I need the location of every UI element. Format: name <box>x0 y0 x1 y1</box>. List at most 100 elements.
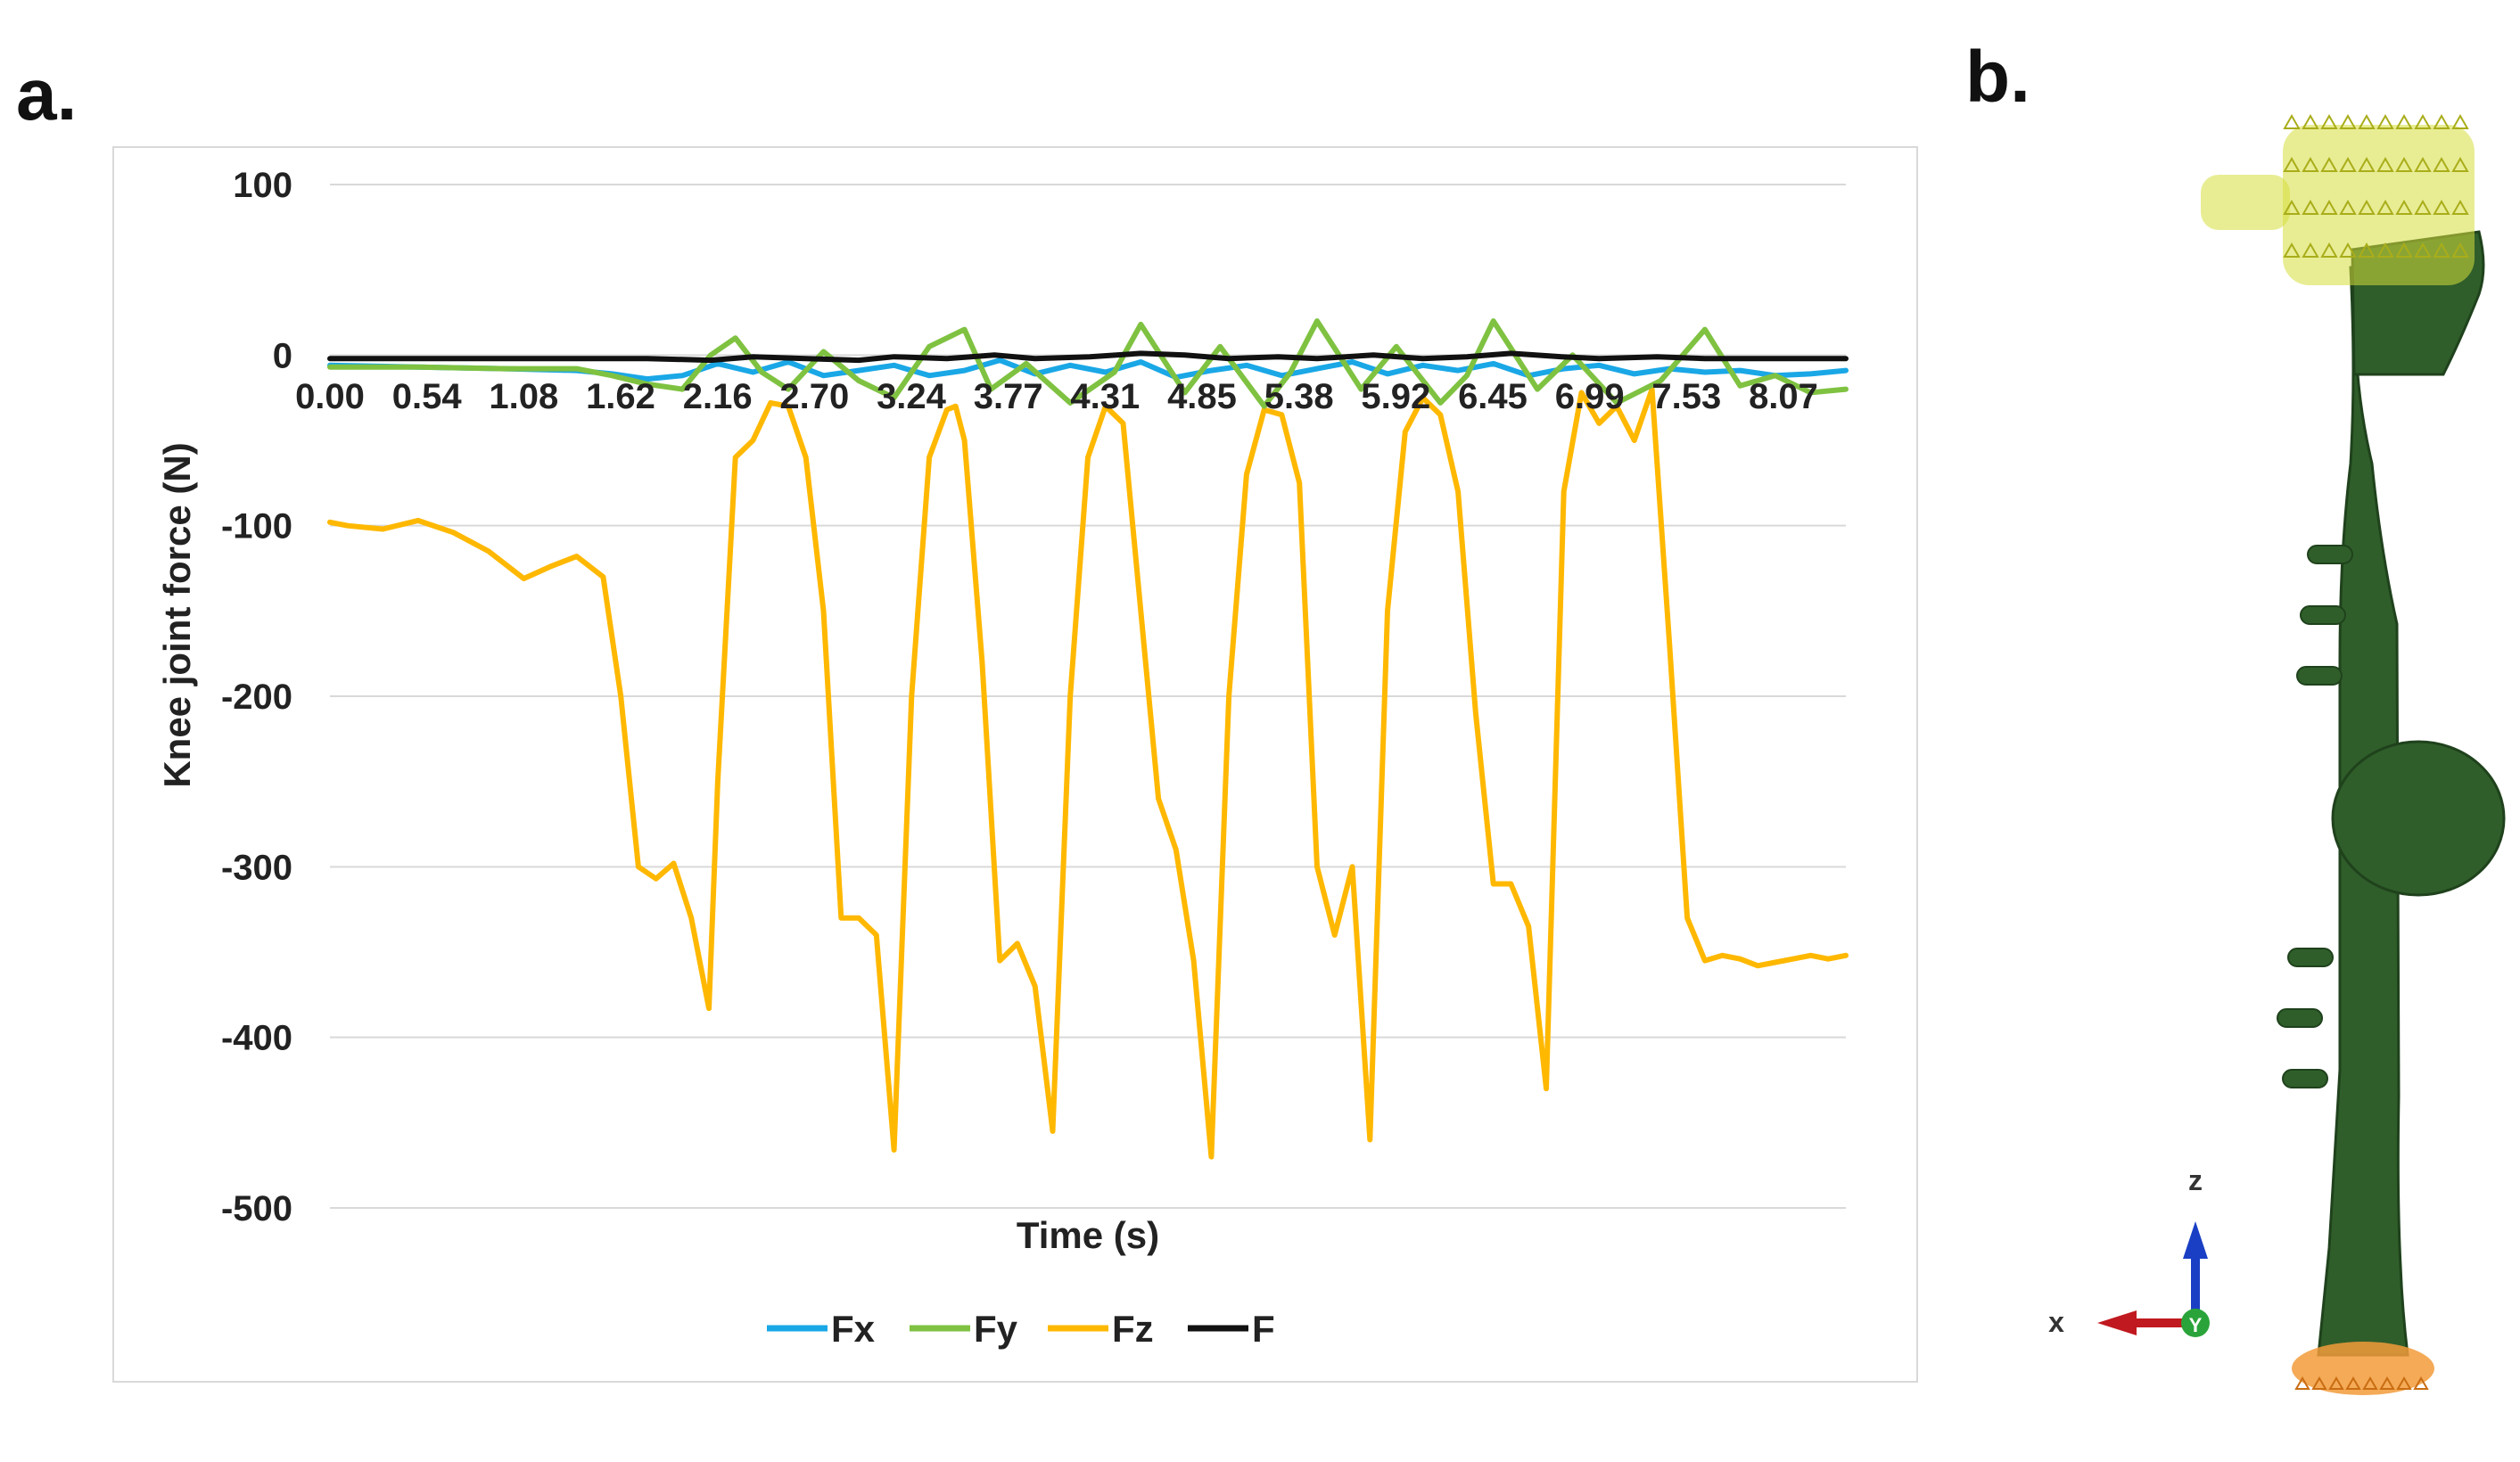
z-arrowhead <box>2183 1221 2208 1259</box>
panel-b-label: b. <box>1965 37 2030 118</box>
load-arrow <box>2414 242 2432 258</box>
screw-peg <box>2282 1069 2328 1088</box>
bottom-constraint-arrows <box>2292 1342 2434 1395</box>
constraint-arrow <box>2396 1376 2412 1390</box>
load-arrow <box>2451 199 2469 215</box>
y-tick-label: -400 <box>221 1019 292 1058</box>
load-arrow <box>2302 199 2319 215</box>
legend-label-f: F <box>1252 1308 1275 1350</box>
y-tick-label: -500 <box>221 1189 292 1228</box>
load-arrow <box>2451 113 2469 129</box>
panel-a-label: a. <box>16 54 78 136</box>
load-arrow <box>2395 242 2413 258</box>
load-arrow <box>2302 156 2319 172</box>
x-tick-label: 4.31 <box>1070 377 1140 416</box>
load-arrow <box>2358 113 2376 129</box>
load-arrow <box>2302 113 2319 129</box>
load-arrow <box>2376 156 2394 172</box>
load-arrow <box>2302 242 2319 258</box>
screw-peg <box>2296 666 2343 686</box>
screw-peg <box>2300 605 2346 625</box>
load-arrow <box>2320 156 2338 172</box>
x-tick-label: 4.85 <box>1167 377 1237 416</box>
x-tick-label: 8.07 <box>1749 377 1818 416</box>
bottom-constraint-region <box>2292 1342 2434 1395</box>
x-tick-label: 3.77 <box>974 377 1043 416</box>
y-axis-dot <box>2181 1309 2210 1337</box>
x-tick-label: 0.54 <box>392 377 463 416</box>
constraint-arrow <box>2345 1376 2361 1390</box>
legend-label-fx: Fx <box>831 1308 876 1350</box>
load-arrow <box>2414 113 2432 129</box>
load-arrow <box>2283 156 2301 172</box>
load-arrow <box>2376 199 2394 215</box>
top-load-arrows <box>2201 113 2475 285</box>
x-tick-label: 6.45 <box>1458 377 1528 416</box>
bone-pegs <box>2277 545 2353 1088</box>
load-arrow <box>2433 242 2450 258</box>
series-line-f <box>327 350 1849 364</box>
load-arrow <box>2283 242 2301 258</box>
load-arrow <box>2339 156 2357 172</box>
load-arrow <box>2376 242 2394 258</box>
chart-frame <box>112 146 1918 1383</box>
screw-peg <box>2277 1008 2323 1028</box>
load-arrow <box>2320 199 2338 215</box>
load-arrow <box>2376 113 2394 129</box>
x-tick-label: 5.38 <box>1264 377 1334 416</box>
y-tick-labels: 100 0 -100 -200 -300 -400 -500 <box>221 166 292 1228</box>
top-load-region-left <box>2201 175 2290 230</box>
screw-peg <box>2307 545 2353 564</box>
axis-triad: z x Y <box>2048 1164 2210 1338</box>
x-tick-label: 2.70 <box>779 377 849 416</box>
load-arrow <box>2339 199 2357 215</box>
gridlines <box>330 184 1846 1209</box>
load-arrow <box>2358 242 2376 258</box>
constraint-arrow <box>2413 1376 2429 1390</box>
load-arrow <box>2283 199 2301 215</box>
x-tick-label: 0.00 <box>295 377 365 416</box>
y-tick-label: -300 <box>221 848 292 887</box>
z-axis-label: z <box>2188 1164 2203 1196</box>
load-arrow <box>2451 156 2469 172</box>
bone-ball <box>2331 740 2506 897</box>
load-arrow <box>2395 156 2413 172</box>
load-arrow <box>2433 199 2450 215</box>
legend-label-fy: Fy <box>974 1308 1018 1350</box>
y-tick-label: -200 <box>221 678 292 717</box>
constraint-arrow <box>2379 1376 2395 1390</box>
x-tick-label: 3.24 <box>877 377 947 416</box>
x-tick-label: 1.62 <box>586 377 655 416</box>
y-axis-triad-label: Y <box>2189 1314 2203 1336</box>
x-axis-label: Time (s) <box>1017 1214 1159 1256</box>
load-arrow <box>2433 113 2450 129</box>
load-arrow <box>2339 242 2357 258</box>
load-arrow <box>2320 113 2338 129</box>
x-tick-label: 7.53 <box>1651 377 1721 416</box>
x-arrowhead <box>2097 1310 2137 1335</box>
load-arrow <box>2358 199 2376 215</box>
x-tick-labels: 0.00 0.54 1.08 1.62 2.16 2.70 3.24 3.77 4.31 4.85… <box>295 377 1818 416</box>
load-arrow <box>2414 156 2432 172</box>
load-arrow <box>2320 242 2338 258</box>
legend-label-fz: Fz <box>1112 1308 1154 1350</box>
load-arrow <box>2358 156 2376 172</box>
screw-peg <box>2287 948 2334 967</box>
constraint-arrow <box>2362 1376 2378 1390</box>
x-tick-label: 5.92 <box>1361 377 1430 416</box>
load-arrow <box>2283 113 2301 129</box>
y-tick-label: -100 <box>221 507 292 546</box>
constraint-arrow <box>2311 1376 2327 1390</box>
x-tick-label: 2.16 <box>683 377 753 416</box>
y-tick-label: 0 <box>273 336 292 375</box>
load-arrow <box>2395 199 2413 215</box>
y-axis-label: Knee joint force (N) <box>156 442 198 787</box>
constraint-arrow <box>2328 1376 2344 1390</box>
series-line-fy <box>327 318 1849 409</box>
y-tick-label: 100 <box>233 166 292 205</box>
series-lines <box>327 318 1849 1160</box>
series-line-fz <box>327 386 1849 1160</box>
load-arrow <box>2395 113 2413 129</box>
